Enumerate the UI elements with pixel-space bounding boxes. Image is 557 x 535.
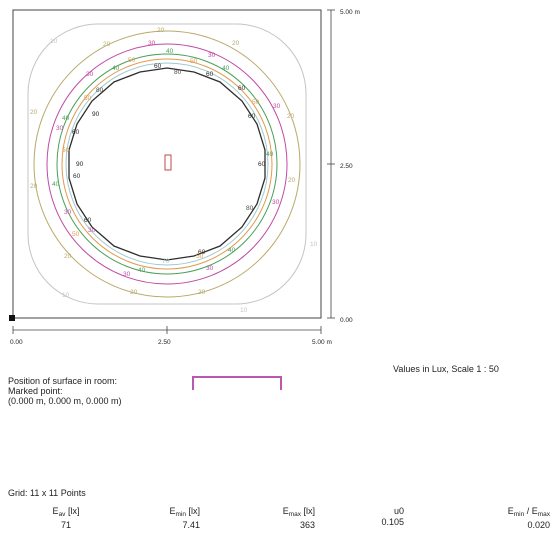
stat-u0: u0 0.105: [370, 506, 404, 528]
svg-text:10: 10: [240, 307, 248, 314]
stat-emax-value: 363: [299, 520, 315, 530]
svg-text:50: 50: [84, 95, 92, 102]
stat-ratio-value: 0.020: [527, 520, 550, 530]
isoline-10: [27, 23, 307, 305]
surface-locator: [192, 376, 282, 390]
svg-text:20: 20: [287, 113, 295, 120]
svg-text:30: 30: [206, 265, 214, 272]
svg-text:30: 30: [56, 125, 64, 132]
y-tick-1: 2.50: [340, 163, 353, 170]
svg-text:10: 10: [50, 38, 58, 45]
svg-text:60: 60: [72, 129, 80, 136]
svg-text:60: 60: [73, 173, 81, 180]
isoline-plot: 0.00 2.50 5.00 m 5.00 m 2.50 0.00 10 10 …: [9, 9, 360, 390]
svg-text:40: 40: [228, 247, 236, 254]
luminaire-marker: [164, 154, 172, 171]
svg-text:30: 30: [64, 209, 72, 216]
position-line-3: (0.000 m, 0.000 m, 0.000 m): [8, 396, 122, 406]
svg-text:90: 90: [92, 111, 100, 118]
svg-text:30: 30: [272, 199, 280, 206]
isoline-20: [33, 30, 301, 298]
svg-text:60: 60: [198, 249, 206, 256]
x-tick-2: 5.00 m: [312, 339, 332, 346]
svg-text:60: 60: [84, 217, 92, 224]
svg-text:70: 70: [162, 258, 170, 265]
svg-text:10: 10: [310, 241, 318, 248]
svg-text:60: 60: [248, 113, 256, 120]
svg-text:20: 20: [103, 41, 111, 48]
svg-text:50: 50: [196, 253, 204, 260]
svg-text:20: 20: [30, 183, 38, 190]
svg-text:50: 50: [252, 99, 260, 106]
y-tick-0: 5.00 m: [340, 9, 360, 16]
scale-axes: [12, 9, 335, 334]
svg-text:30: 30: [88, 227, 96, 234]
svg-text:60: 60: [238, 85, 246, 92]
svg-text:50: 50: [62, 147, 70, 154]
svg-text:10: 10: [62, 292, 70, 299]
position-block: Position of surface in room: Marked poin…: [8, 376, 122, 406]
room-outline: [12, 9, 322, 319]
stat-u0-value: 0.105: [381, 517, 404, 527]
svg-text:80: 80: [174, 69, 182, 76]
svg-text:40: 40: [52, 181, 60, 188]
svg-text:40: 40: [222, 65, 230, 72]
grid-info: Grid: 11 x 11 Points: [8, 488, 86, 498]
isoline-70: [65, 62, 269, 266]
isolines: [27, 23, 307, 305]
svg-text:20: 20: [130, 289, 138, 296]
svg-text:20: 20: [64, 253, 72, 260]
svg-text:40: 40: [62, 115, 70, 122]
svg-text:30: 30: [208, 52, 216, 59]
svg-text:50: 50: [190, 58, 198, 65]
x-tick-1: 2.50: [158, 339, 171, 346]
isoline-labels: 10 10 10 10 20 20 20 20 20 20 20 20 20 2…: [30, 27, 318, 314]
stat-emin: Emin [lx] 7.41: [155, 506, 200, 531]
svg-text:20: 20: [157, 27, 165, 34]
svg-text:40: 40: [112, 65, 120, 72]
scale-note: Values in Lux, Scale 1 : 50: [393, 364, 499, 374]
stat-eav-value: 71: [60, 520, 71, 530]
stat-emin-value: 7.41: [182, 520, 200, 530]
svg-text:40: 40: [138, 267, 146, 274]
svg-text:50: 50: [128, 57, 136, 64]
position-line-2: Marked point:: [8, 386, 63, 396]
svg-text:20: 20: [30, 109, 38, 116]
svg-text:80: 80: [246, 205, 254, 212]
svg-text:60: 60: [154, 63, 162, 70]
position-line-1: Position of surface in room:: [8, 376, 118, 386]
svg-text:60: 60: [206, 71, 214, 78]
y-tick-2: 0.00: [340, 317, 353, 324]
stat-ratio: Emin / Emax 0.020: [486, 506, 550, 531]
svg-text:30: 30: [86, 71, 94, 78]
stat-eav: Eav [lx] 71: [48, 506, 84, 531]
svg-text:60: 60: [258, 161, 266, 168]
isoline-90: [68, 67, 266, 261]
svg-text:40: 40: [166, 48, 174, 55]
isoline-30: [46, 43, 288, 285]
svg-text:30: 30: [123, 271, 131, 278]
isoline-50: [61, 58, 273, 270]
marked-point: [9, 315, 15, 321]
svg-text:90: 90: [76, 161, 84, 168]
svg-text:30: 30: [273, 103, 281, 110]
x-tick-0: 0.00: [10, 339, 23, 346]
svg-text:40: 40: [266, 151, 274, 158]
svg-text:30: 30: [148, 40, 156, 47]
svg-text:20: 20: [198, 289, 206, 296]
svg-text:80: 80: [96, 87, 104, 94]
svg-text:50: 50: [72, 231, 80, 238]
svg-text:20: 20: [288, 177, 296, 184]
svg-text:20: 20: [232, 40, 240, 47]
stat-emax: Emax [lx] 363: [270, 506, 315, 531]
isoline-40: [56, 53, 278, 275]
